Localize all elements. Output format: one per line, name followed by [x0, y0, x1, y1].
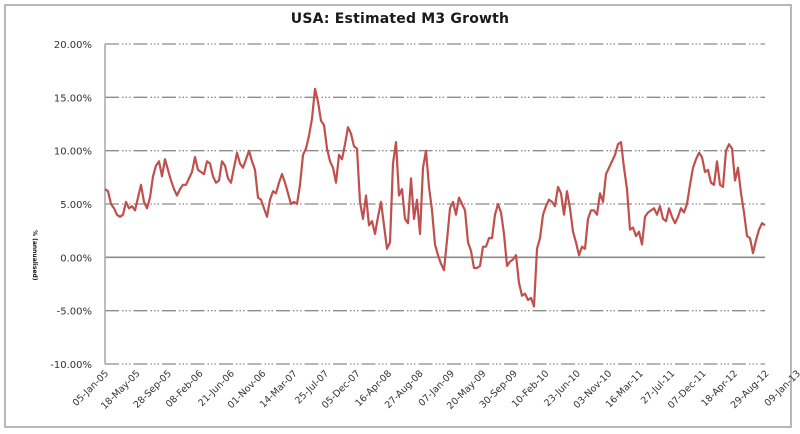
series-line-m3-growth — [104, 87, 766, 308]
y-tick-label: -5.00% — [57, 307, 92, 318]
y-axis-label: % (annualised) — [31, 230, 38, 281]
y-tick-label: 10.00% — [54, 147, 92, 158]
y-tick-label: 5.00% — [60, 200, 92, 211]
y-tick-label: 20.00% — [54, 40, 92, 51]
chart-title: USA: Estimated M3 Growth — [290, 11, 510, 27]
y-tick-label: 0.00% — [60, 253, 92, 264]
gridlines — [105, 43, 765, 365]
x-tick-labels: 05-Jan-0518-May-0528-Sep-0508-Feb-0621-J… — [71, 368, 800, 411]
chart-frame — [4, 4, 792, 428]
y-tick-labels: 20.00% 15.00% 10.00% 5.00% 0.00% -5.00% -10.00… — [50, 40, 92, 371]
series-group — [104, 87, 766, 308]
y-tick-label: -10.00% — [50, 360, 92, 371]
y-tick-label: 15.00% — [54, 93, 92, 104]
